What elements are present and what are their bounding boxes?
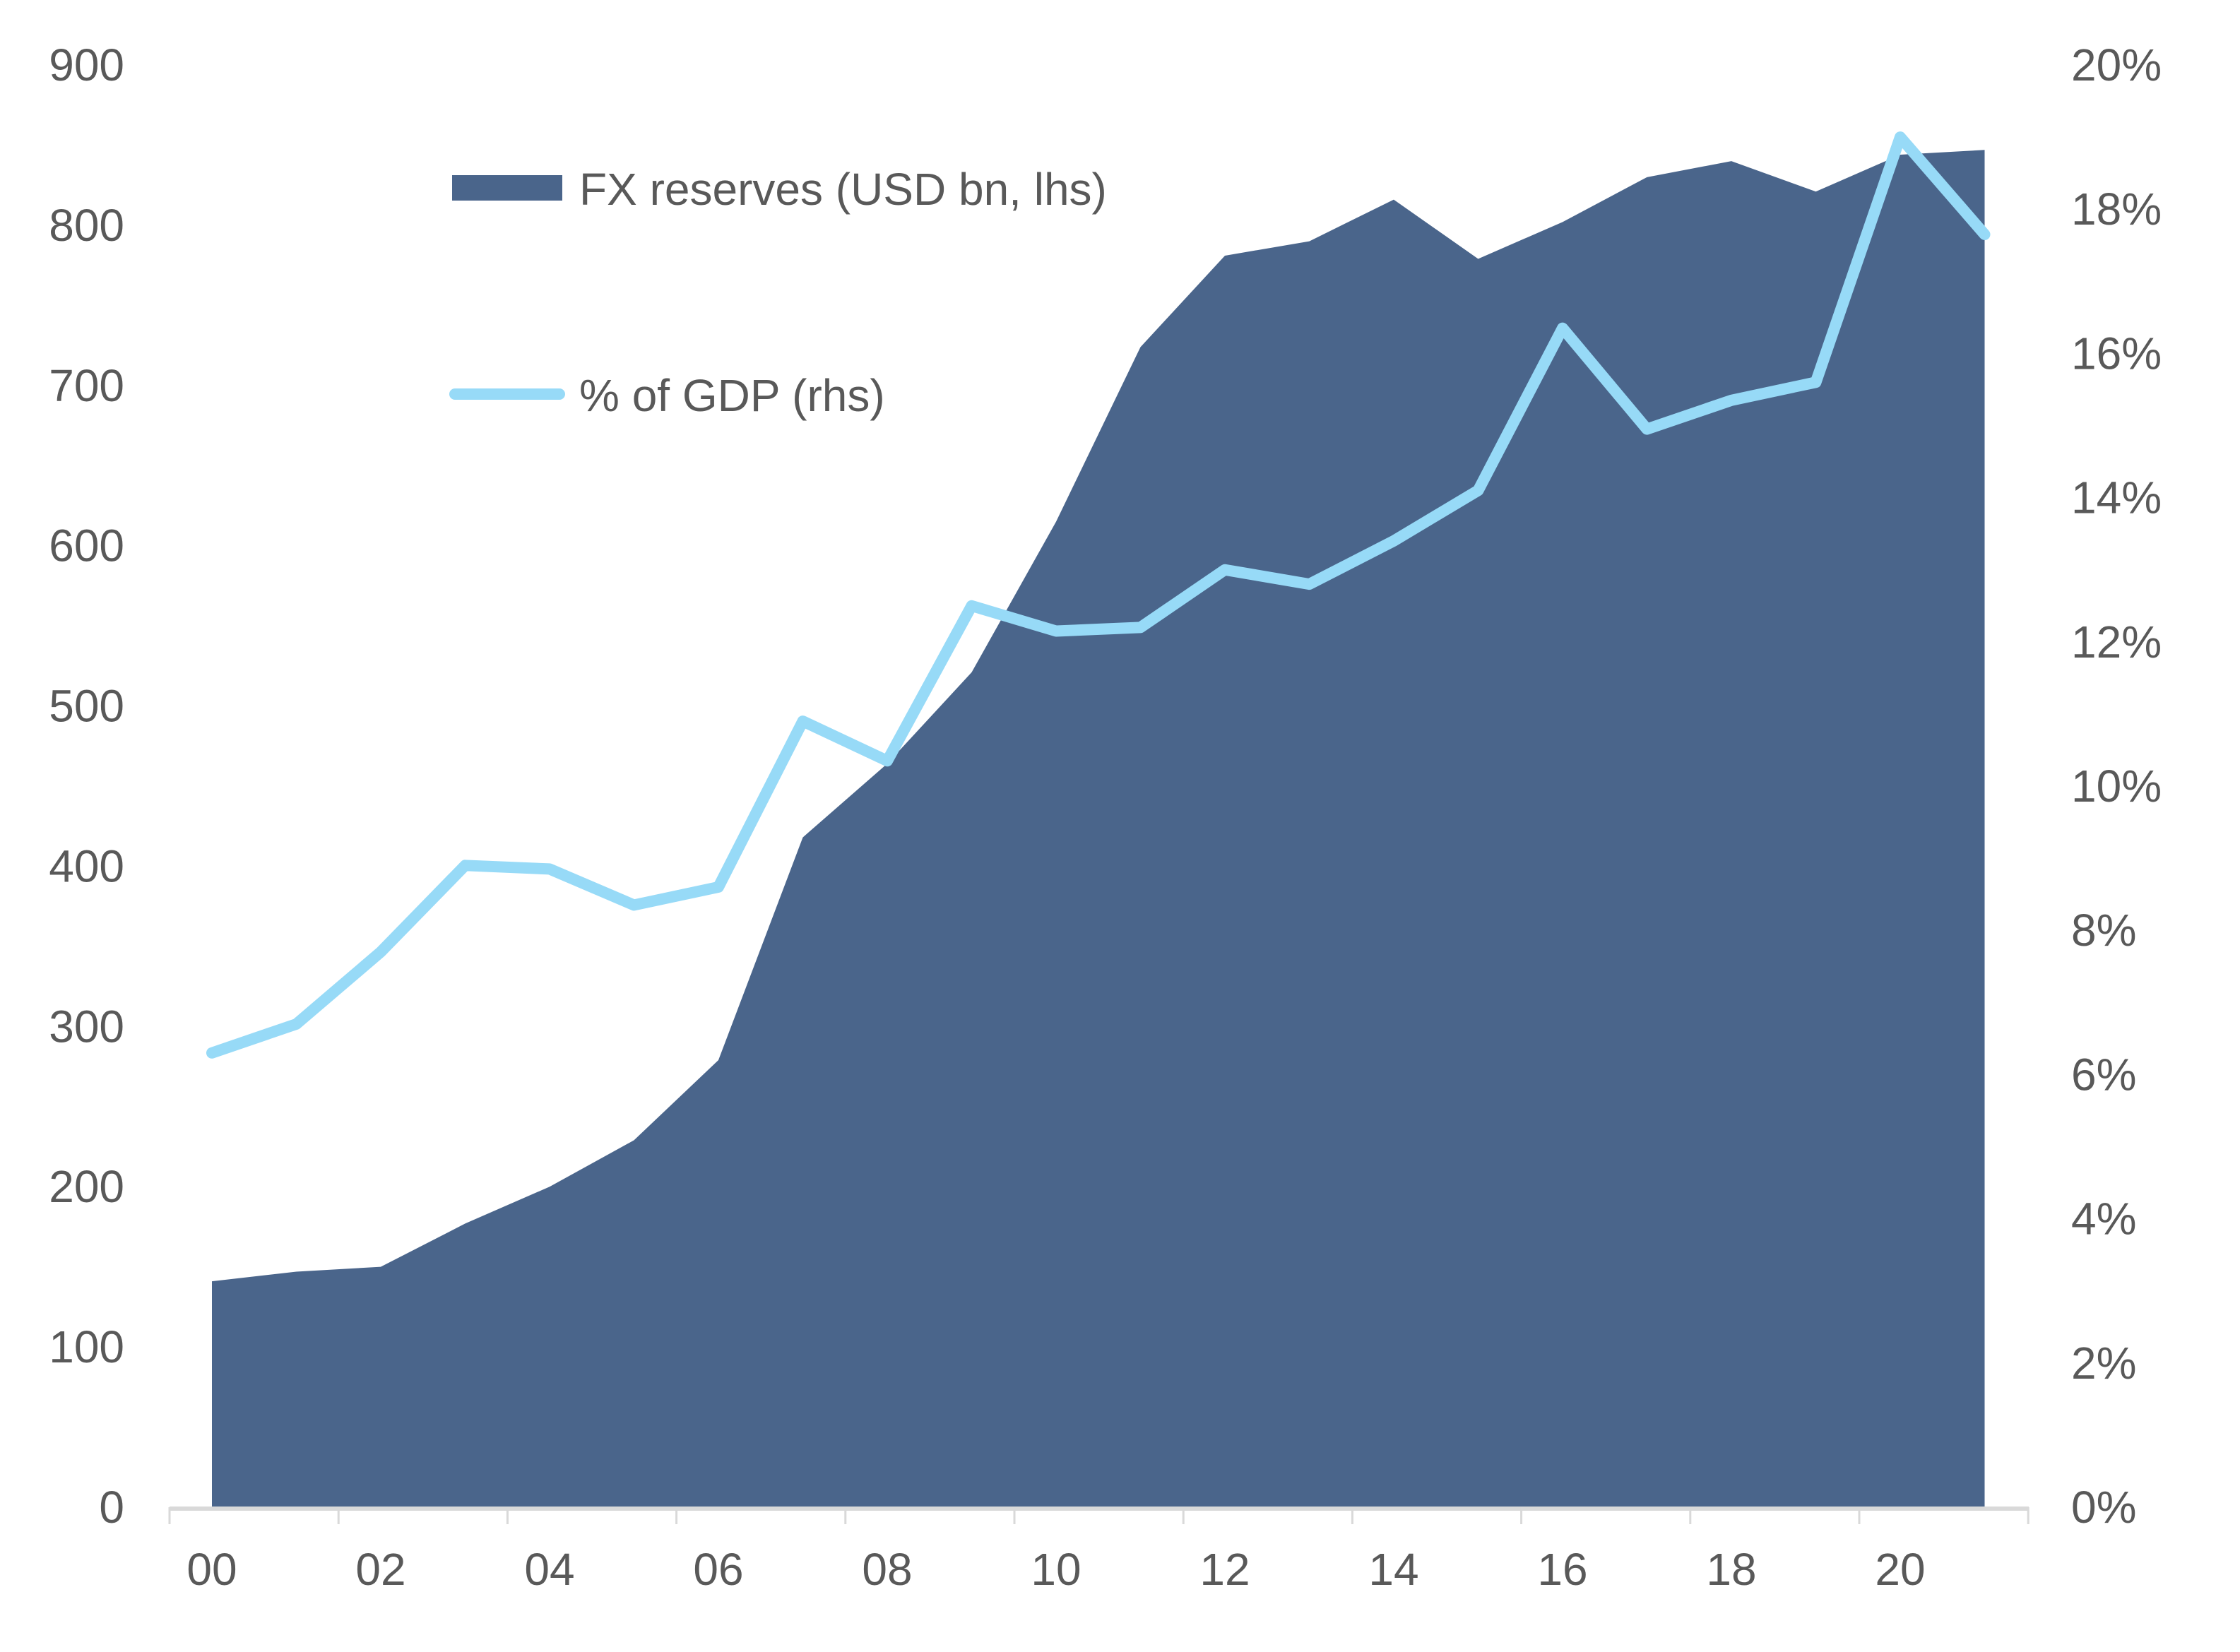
x-axis-tick-label: 08 [862,1544,912,1595]
left-axis-tick-label: 700 [49,360,124,411]
x-axis-tick-label: 18 [1706,1544,1756,1595]
left-axis-tick-label: 900 [49,40,124,90]
right-axis-tick-label: 10% [2071,761,2162,812]
legend: FX reserves (USD bn, lhs) % of GDP (rhs) [449,164,1107,421]
x-axis-tick-label: 00 [186,1544,237,1595]
left-axis-tick-label: 400 [49,840,124,891]
legend-swatch-fx-reserves [452,175,562,201]
left-axis-tick-label: 800 [49,200,124,251]
right-axis-tick-label: 2% [2071,1338,2137,1389]
left-axis-tick-label: 0 [99,1482,124,1533]
right-axis-tick-label: 12% [2071,617,2162,667]
x-axis-tick-label: 04 [524,1544,574,1595]
right-axis-tick-label: 6% [2071,1049,2137,1100]
x-axis-tick-label: 12 [1199,1544,1250,1595]
x-axis-tick-label: 10 [1031,1544,1081,1595]
left-axis-tick-label: 600 [49,521,124,571]
right-axis-tick-label: 4% [2071,1194,2137,1244]
x-axis-tick-label: 16 [1537,1544,1587,1595]
legend-label-gdp: % of GDP (rhs) [579,370,885,421]
legend-label-fx-reserves: FX reserves (USD bn, lhs) [579,164,1107,215]
left-axis-tick-label: 200 [49,1161,124,1212]
x-axis-tick-label: 06 [693,1544,743,1595]
left-axis-tick-label: 300 [49,1001,124,1052]
x-axis-tick-label: 20 [1875,1544,1925,1595]
left-axis-tick-label: 100 [49,1321,124,1372]
right-axis-tick-label: 20% [2071,40,2162,90]
fx-reserves-area [212,150,1985,1508]
right-axis-tick-label: 0% [2071,1482,2137,1533]
right-axis-tick-label: 14% [2071,473,2162,523]
x-axis-tick-label: 14 [1368,1544,1418,1595]
left-axis-tick-label: 500 [49,681,124,732]
gdp-share-line [206,131,1991,1059]
x-axis-tick-label: 02 [355,1544,405,1595]
right-axis-tick-label: 8% [2071,905,2137,956]
right-axis-tick-label: 16% [2071,328,2162,379]
right-axis-tick-label: 18% [2071,184,2162,234]
